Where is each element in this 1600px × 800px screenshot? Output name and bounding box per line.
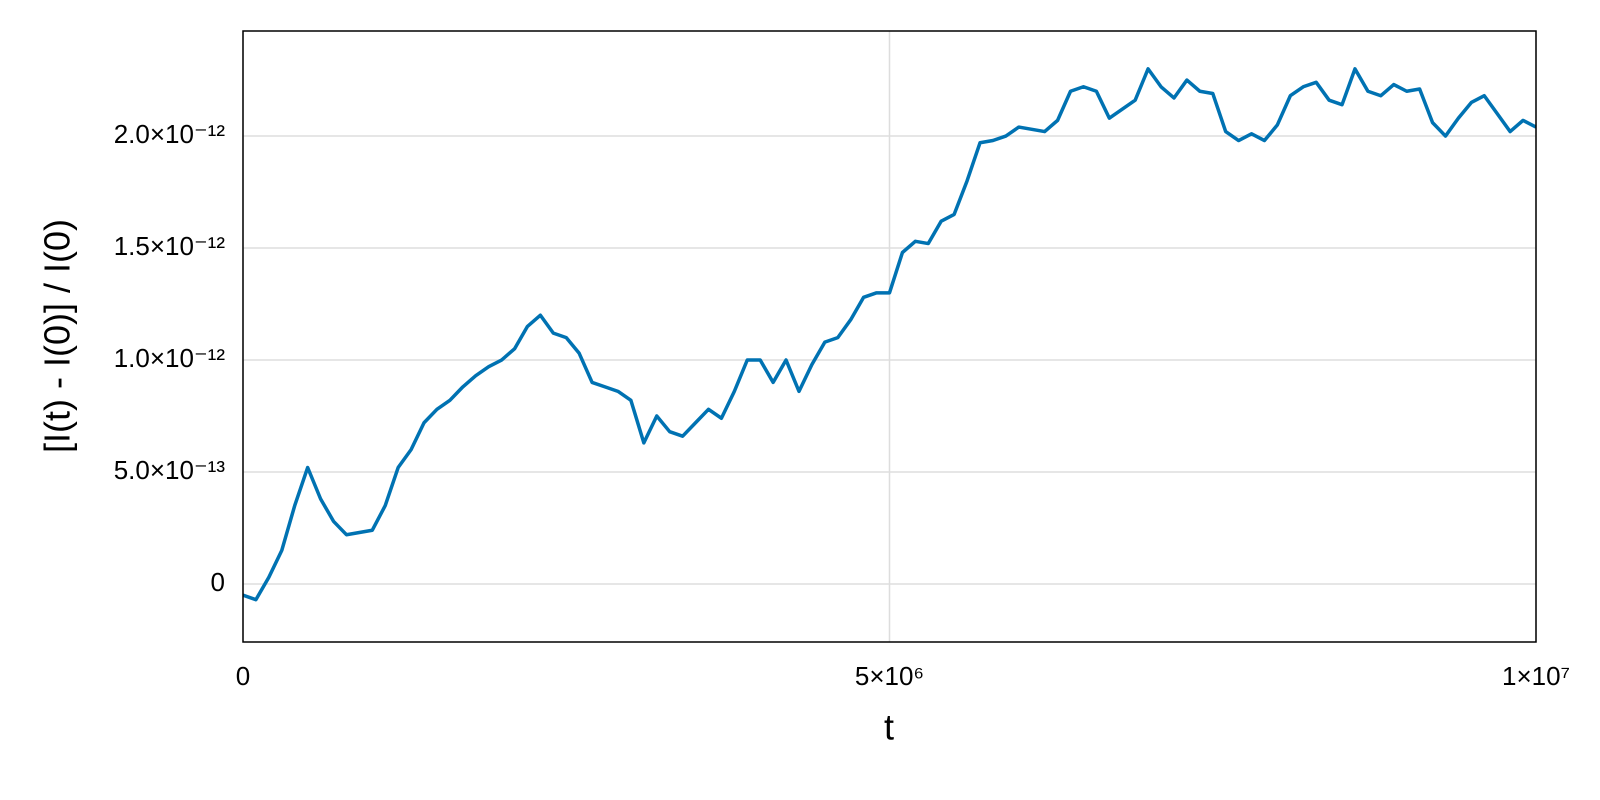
plot-frame: [242, 30, 1537, 643]
y-tick-label: 5.0×10⁻¹³: [114, 455, 226, 485]
grid: [242, 31, 1537, 642]
y-tick-label: 1.5×10⁻¹²: [114, 231, 226, 261]
data-line: [243, 67, 1536, 602]
x-tick-label: 0: [236, 661, 250, 691]
x-axis-title: t: [884, 707, 894, 748]
y-tick-label: 0: [211, 567, 225, 597]
y-tick-label: 2.0×10⁻¹²: [114, 119, 226, 149]
x-tick-label: 1×10⁷: [1502, 661, 1570, 691]
y-tick-label: 1.0×10⁻¹²: [114, 343, 226, 373]
y-axis-title: [I(t) - I(0)] / I(0): [37, 219, 78, 453]
plot-area: [243, 67, 1536, 602]
x-tick-label: 5×10⁶: [855, 661, 924, 691]
tick-labels: 0 5.0×10⁻¹³ 1.0×10⁻¹² 1.5×10⁻¹² 2.0×10⁻¹² 0 5×…: [114, 119, 1570, 691]
